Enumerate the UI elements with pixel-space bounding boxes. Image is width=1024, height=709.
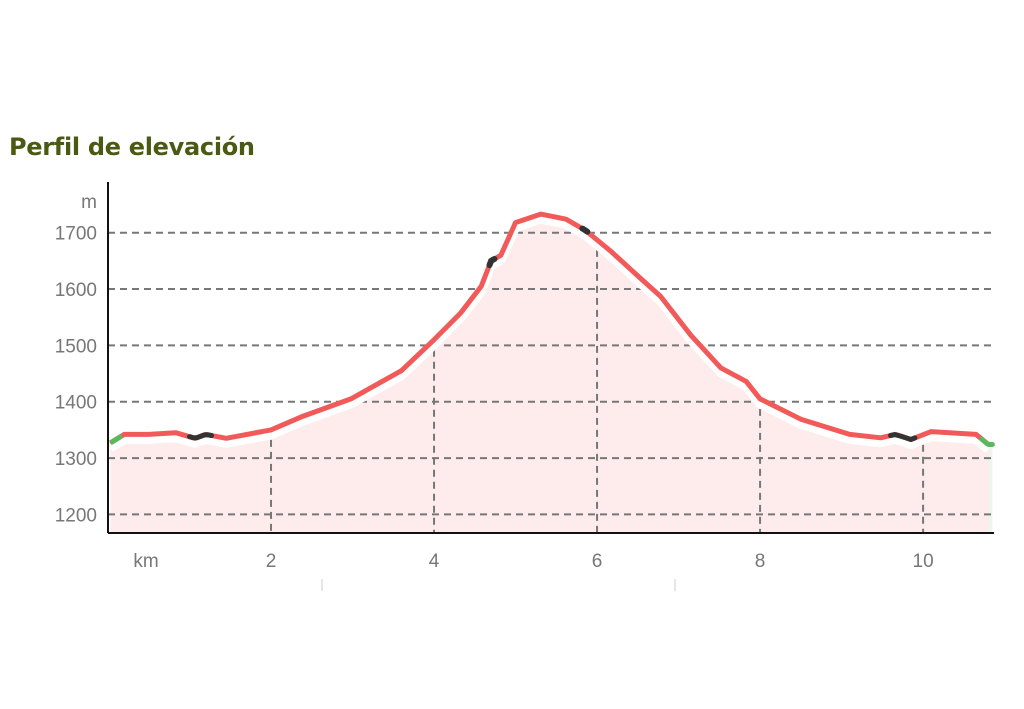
x-axis-unit: km xyxy=(133,551,158,572)
y-axis-unit: m xyxy=(81,192,97,213)
y-tick-label: 1400 xyxy=(55,393,97,414)
y-tick-label: 1300 xyxy=(55,449,97,470)
y-tick-label: 1200 xyxy=(55,505,97,526)
x-tick-label: 10 xyxy=(913,551,934,572)
elevation-area xyxy=(110,214,989,533)
y-tick-label: 1700 xyxy=(55,224,97,245)
y-tick-label: 1500 xyxy=(55,336,97,357)
trail-segment xyxy=(486,256,498,269)
x-tick-label: 4 xyxy=(429,551,440,572)
x-tick-label: 8 xyxy=(755,551,766,572)
trail-segment xyxy=(187,432,214,441)
elevation-line xyxy=(109,211,990,447)
elevation-line-halo xyxy=(108,214,992,453)
endpoint-marker xyxy=(109,434,123,445)
y-tick-label: 1600 xyxy=(55,280,97,301)
chart-title: Perfil de elevación xyxy=(9,133,255,161)
trail-segment xyxy=(888,432,918,443)
trail-segment xyxy=(579,225,591,235)
x-tick-label: 6 xyxy=(592,551,603,572)
endpoint-marker xyxy=(979,436,995,447)
x-tick-label: 2 xyxy=(266,551,277,572)
